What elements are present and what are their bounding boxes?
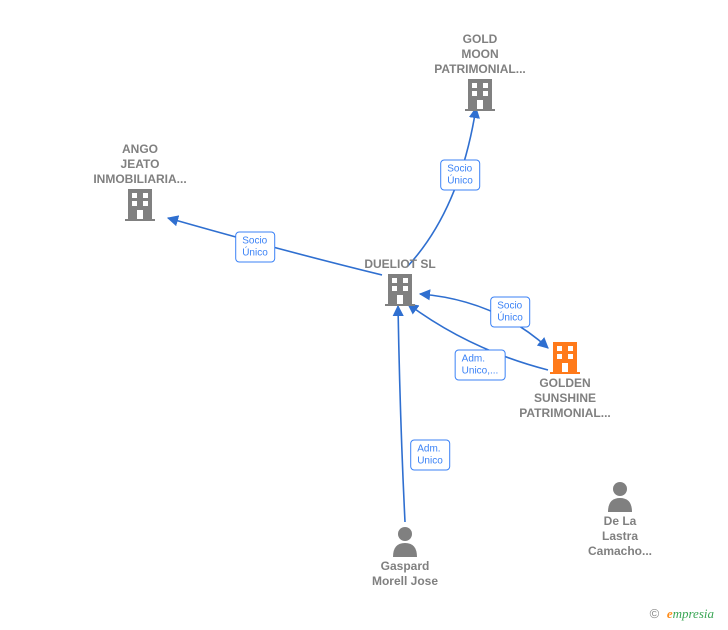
brand-rest: mpresia (673, 606, 714, 621)
node-label: DUELIOT SL (340, 257, 460, 272)
edge-label-gaspard_dueliot: Adm. Unico (410, 440, 450, 471)
footer-branding: © empresia (650, 606, 714, 622)
building-icon (505, 340, 625, 374)
node-dueliot[interactable]: DUELIOT SL (340, 255, 460, 306)
edge-label-golden_sunshine_dueliot_adm: Adm. Unico,... (455, 350, 506, 381)
node-label: GOLDENSUNSHINEPATRIMONIAL... (505, 376, 625, 421)
building-icon (80, 187, 200, 221)
edge-label-dueliot_gold_moon: Socio Único (440, 160, 480, 191)
copyright-symbol: © (650, 606, 660, 621)
node-delalastra[interactable]: De LaLastraCamacho... (560, 480, 680, 559)
node-label: GaspardMorell Jose (345, 559, 465, 589)
node-gold_moon[interactable]: GOLDMOONPATRIMONIAL... (420, 30, 540, 111)
edge-label-dueliot_golden_sunshine: Socio Único (490, 297, 530, 328)
node-gaspard[interactable]: GaspardMorell Jose (345, 525, 465, 589)
person-icon (560, 480, 680, 512)
node-label: GOLDMOONPATRIMONIAL... (420, 32, 540, 77)
node-ango[interactable]: ANGOJEATOINMOBILIARIA... (80, 140, 200, 221)
edge-gaspard_dueliot (398, 306, 405, 522)
building-icon (340, 272, 460, 306)
building-icon (420, 77, 540, 111)
edge-label-dueliot_ango: Socio Único (235, 232, 275, 263)
node-label: ANGOJEATOINMOBILIARIA... (80, 142, 200, 187)
node-golden_sunshine[interactable]: GOLDENSUNSHINEPATRIMONIAL... (505, 340, 625, 421)
person-icon (345, 525, 465, 557)
node-label: De LaLastraCamacho... (560, 514, 680, 559)
